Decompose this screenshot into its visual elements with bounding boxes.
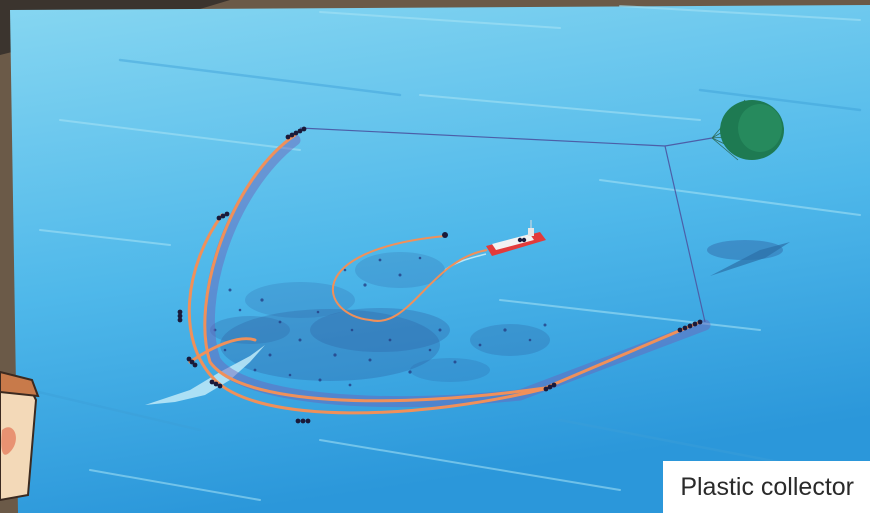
- water-wake: [145, 345, 265, 405]
- collection-loop: [331, 235, 488, 322]
- plastic-debris-dots: [213, 256, 547, 387]
- collection-boom: [187, 133, 702, 415]
- plastic-debris-patch: [210, 252, 550, 382]
- distant-plastic-patch: [707, 240, 790, 276]
- sea-anchor-icon: [711, 99, 784, 161]
- tow-lines: [299, 127, 713, 323]
- buoy-cluster-icon: [177, 126, 703, 424]
- wave-streaks: [39, 5, 861, 501]
- caption-label: Plastic collector: [663, 461, 870, 513]
- ocean-surface: [10, 5, 870, 513]
- coffee-cup-icon: [0, 370, 40, 502]
- end-buoy: [442, 232, 448, 238]
